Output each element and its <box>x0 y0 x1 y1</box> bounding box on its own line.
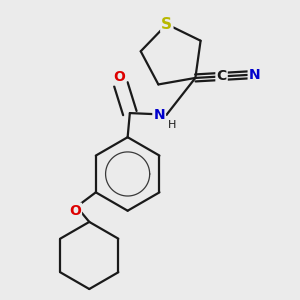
Text: C: C <box>216 70 227 83</box>
Text: O: O <box>69 204 81 218</box>
Text: S: S <box>161 17 172 32</box>
Text: N: N <box>153 108 165 122</box>
Text: O: O <box>113 70 125 84</box>
Text: H: H <box>168 120 177 130</box>
Text: N: N <box>249 68 260 82</box>
